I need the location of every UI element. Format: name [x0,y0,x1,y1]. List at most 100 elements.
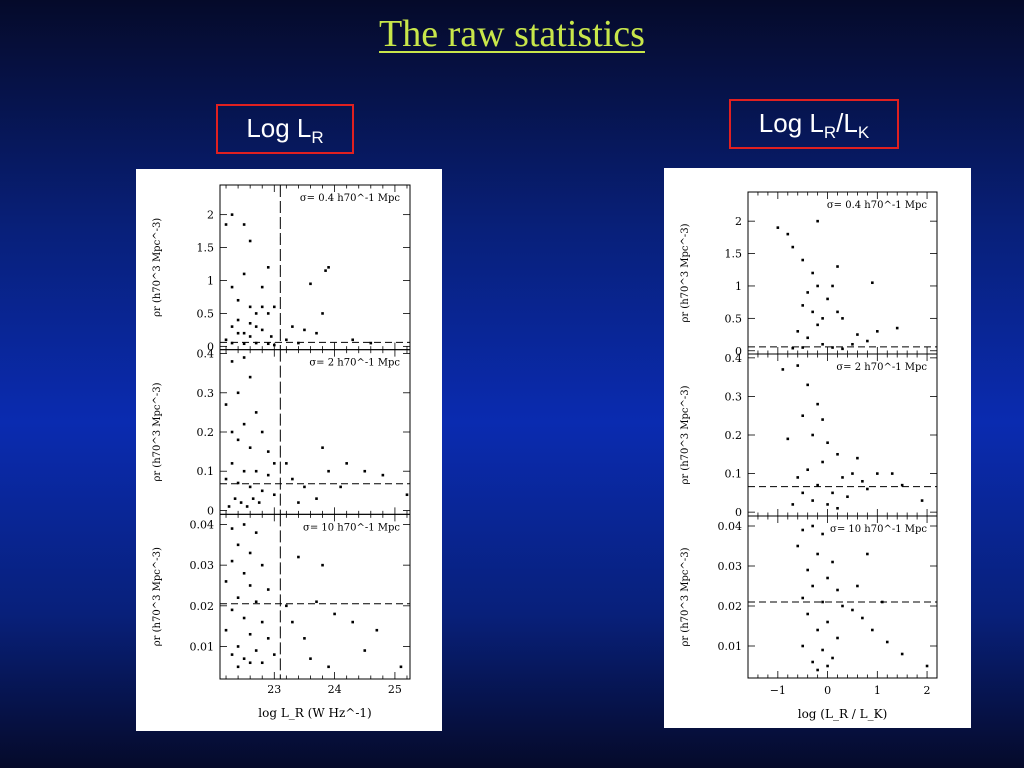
data-point [405,493,409,497]
scatter-figure-log-lr-lk: 2 1.5 1 0.5 0 σ= 0.4 h70^-1 Mpc ρr (h70^3 Mpc^… [680,191,938,721]
data-point [248,375,252,379]
data-point [224,580,228,583]
y-tick-label: 0.2 [725,429,743,442]
y-tick-label: 2 [735,215,742,228]
data-point [801,528,805,532]
data-point [230,559,234,563]
data-point [826,576,829,580]
data-point [242,422,246,426]
data-point [801,491,805,495]
data-point [791,245,795,249]
data-point [871,281,874,285]
label-text: /L [836,108,858,138]
data-point [236,645,240,648]
label-text: Log L [246,113,312,143]
data-point [890,472,894,475]
data-point [266,342,270,346]
data-point [381,473,385,477]
panel-annotation: σ= 0.4 h70^-1 Mpc [827,200,928,211]
data-point [801,258,805,262]
data-point [826,297,829,301]
data-point [242,223,246,226]
x-tick-label: 1 [874,684,881,697]
data-point [248,305,252,309]
label-text: Log L [758,108,824,138]
data-point [321,312,324,315]
data-point [260,328,264,332]
data-point [266,266,270,269]
y-tick-label: 0.5 [725,312,743,325]
data-point [236,438,240,442]
label-box-log-lr-lk: Log LR/LK [729,99,899,149]
data-point [297,341,300,345]
data-point [297,501,300,504]
data-point [831,656,834,660]
data-point [851,342,854,346]
data-point [821,418,824,421]
figure-log-lr: 2 1.5 1 0.5 0 σ= 0.4 h70^-1 Mpc ρr (h70^3 Mpc^… [136,169,442,731]
data-point [236,331,240,335]
y-tick-label: 0.03 [190,559,215,572]
data-point [272,493,276,497]
data-point [796,476,800,479]
y-tick-label: 0.1 [725,468,743,481]
data-point [866,552,869,556]
y-tick-label: 2 [207,209,214,222]
data-point [227,505,231,508]
y-tick-label: 0.02 [718,600,743,613]
data-point [272,343,276,347]
data-point [801,414,805,418]
data-point [851,472,854,475]
data-point [885,640,889,644]
data-point [315,497,318,500]
data-point [242,272,246,276]
label-box-log-lr: Log LR [216,104,354,154]
data-point [248,485,252,489]
y-tick-label: 0.03 [718,560,743,573]
panel-annotation: σ= 2 h70^-1 Mpc [836,362,927,373]
data-point [791,346,795,350]
y-axis-label: ρr (h70^3 Mpc^-3) [680,223,691,322]
data-point [254,411,258,414]
data-point [224,628,228,632]
y-axis-label: ρr (h70^3 Mpc^-3) [680,547,691,646]
data-point [230,653,234,656]
data-point [846,495,849,499]
data-point [230,527,234,530]
data-point [806,383,809,387]
data-point [806,291,809,294]
x-axis-label: log L_R (W Hz^-1) [258,706,371,720]
x-tick-label: 25 [388,683,402,696]
data-point [831,346,834,349]
y-tick-label: 0 [735,345,742,358]
data-point [816,323,819,327]
data-point [248,239,252,243]
data-point [242,469,246,473]
data-point [230,341,234,345]
label-subscript: R [311,128,324,147]
y-tick-label: 0.01 [718,640,743,653]
data-point [230,462,234,465]
data-point [236,665,240,669]
panel-annotation: σ= 10 h70^-1 Mpc [830,524,927,535]
data-point [816,402,819,406]
data-point [811,499,814,502]
data-point [254,325,258,328]
data-point [266,312,270,315]
data-point [876,472,879,475]
data-point [260,661,264,665]
data-point [266,473,270,477]
y-tick-label: 0.5 [197,307,215,320]
data-point [856,584,859,588]
data-point [224,223,228,226]
y-tick-label: 1.5 [197,242,215,255]
data-point [831,491,834,495]
panel-annotation: σ= 2 h70^-1 Mpc [309,358,400,369]
data-point [315,331,318,335]
data-point [291,477,294,481]
data-point [230,213,234,216]
data-point [345,462,348,465]
data-point [821,532,824,536]
data-point [303,637,306,640]
data-point [861,479,864,483]
